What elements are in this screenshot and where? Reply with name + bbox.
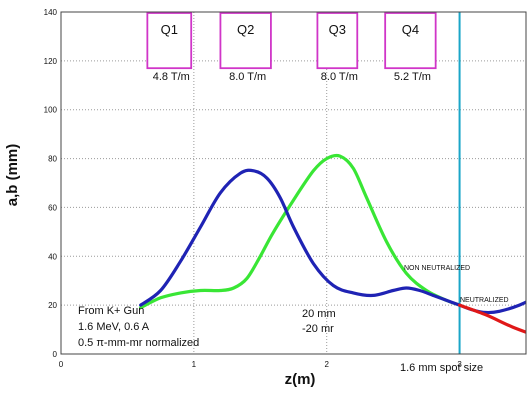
- quadrupole-gradient: 5.2 T/m: [394, 71, 431, 83]
- y-tick-label: 0: [53, 350, 58, 359]
- legend-non-neutralized: NON NEUTRALIZED: [404, 265, 470, 272]
- quadrupole-gradient: 8.0 T/m: [321, 71, 358, 83]
- spot-size-label: 1.6 mm spot size: [400, 362, 483, 374]
- quadrupole-box: [316, 12, 359, 70]
- y-tick-label: 60: [48, 203, 57, 212]
- quadrupole-name: Q3: [329, 22, 346, 37]
- exit-line-1: 20 mm: [302, 308, 336, 320]
- quadrupole-gradient: 8.0 T/m: [229, 71, 266, 83]
- quadrupole-box: [219, 12, 272, 70]
- x-tick-label: 1: [192, 360, 197, 369]
- series-line: [139, 153, 462, 310]
- x-tick-label: 2: [324, 360, 329, 369]
- y-tick-label: 20: [48, 301, 57, 310]
- quadrupole-name: Q1: [161, 22, 178, 37]
- x-tick-label: 0: [59, 360, 64, 369]
- x-tick-label: 3: [457, 360, 462, 369]
- exit-line-2: -20 mr: [302, 323, 334, 335]
- plot-frame: [60, 11, 527, 355]
- x-axis-title: z(m): [285, 371, 316, 388]
- y-tick-label: 40: [48, 252, 57, 261]
- series-line: [139, 168, 462, 307]
- source-line-1: From K+ Gun: [78, 305, 144, 317]
- source-line-2: 1.6 MeV, 0.6 A: [78, 321, 150, 333]
- quadrupole-layer: Q1 4.8 T/m Q2 8.0 T/m Q3 8.0 T/m Q4 5.2 T/m: [146, 12, 437, 83]
- y-tick-label: 100: [44, 106, 58, 115]
- y-axis-title: a,b (mm): [4, 144, 21, 207]
- quadrupole-gradient: 4.8 T/m: [153, 71, 190, 83]
- series-layer: [139, 153, 526, 334]
- quadrupole-box: [146, 12, 193, 70]
- y-tick-label: 140: [44, 8, 58, 17]
- quadrupole-name: Q4: [402, 22, 419, 37]
- y-tick-label: 120: [44, 57, 58, 66]
- legend-neutralized: NEUTRALIZED: [460, 297, 509, 304]
- tick-labels: 0 20 40 60 80 100 120 140 0 1 2 3: [44, 8, 463, 369]
- source-line-3: 0.5 π-mm-mr normalized: [78, 337, 199, 349]
- y-tick-label: 80: [48, 155, 57, 164]
- series-line: [458, 303, 526, 334]
- quadrupole-name: Q2: [237, 22, 254, 37]
- quadrupole-box: [384, 12, 437, 70]
